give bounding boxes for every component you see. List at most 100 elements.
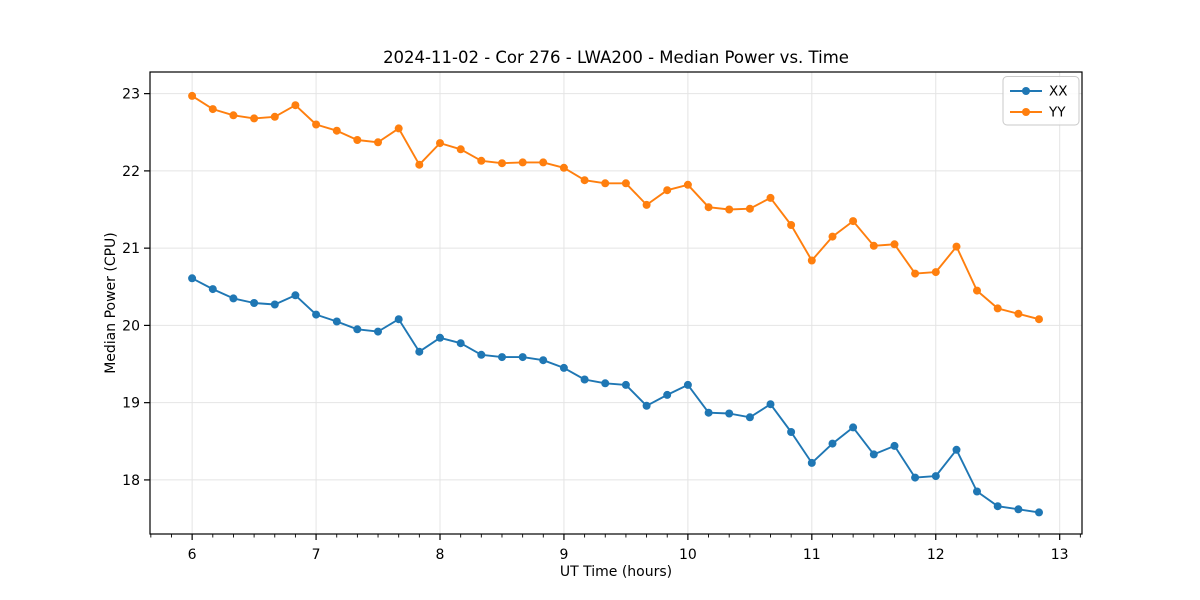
data-point-XX (580, 375, 589, 384)
data-point-YY (849, 217, 858, 226)
legend-label-XX: XX (1049, 84, 1068, 100)
data-point-YY (229, 111, 238, 120)
data-point-XX (725, 409, 734, 418)
data-point-YY (601, 179, 610, 188)
grid (150, 72, 1082, 534)
x-tick-label: 7 (312, 547, 321, 563)
x-axis-label: UT Time (hours) (560, 564, 672, 580)
data-point-XX (828, 439, 837, 448)
data-point-YY (704, 203, 713, 212)
data-point-XX (394, 315, 403, 324)
data-point-YY (518, 158, 527, 167)
data-point-YY (869, 241, 878, 250)
data-point-XX (766, 400, 775, 409)
data-point-YY (456, 145, 465, 154)
data-point-YY (725, 205, 734, 214)
series-layer (188, 91, 1043, 517)
data-point-YY (973, 286, 981, 295)
data-point-YY (436, 139, 444, 148)
data-point-XX (869, 450, 878, 459)
data-point-XX (993, 502, 1002, 511)
data-point-XX (539, 356, 548, 365)
data-point-XX (890, 441, 899, 450)
axes (144, 71, 1083, 540)
data-point-YY (250, 114, 259, 123)
y-tick-label: 22 (122, 164, 140, 180)
plot-border (149, 71, 1083, 535)
data-point-XX (436, 333, 444, 342)
data-point-YY (683, 180, 692, 189)
x-tick-label: 6 (188, 547, 197, 563)
data-point-XX (353, 325, 362, 334)
data-point-YY (559, 163, 568, 172)
data-point-YY (580, 176, 589, 185)
tick-labels: 6 7 8 9 10 11 12 13 18 19 20 21 22 23 (122, 87, 1068, 563)
data-point-XX (642, 401, 651, 410)
y-tick-label: 19 (122, 396, 140, 412)
data-point-YY (993, 304, 1002, 313)
data-point-XX (931, 472, 940, 481)
data-point-XX (229, 294, 238, 303)
x-tick-label: 12 (927, 547, 945, 563)
data-point-YY (415, 160, 424, 169)
x-tick-label: 13 (1051, 547, 1069, 563)
data-point-XX (621, 380, 630, 389)
data-point-YY (539, 158, 548, 167)
data-point-YY (188, 91, 197, 100)
legend-marker-YY (1022, 108, 1030, 116)
data-point-YY (807, 256, 816, 265)
legend: XX YY (1002, 76, 1080, 126)
data-point-XX (208, 285, 217, 294)
data-point-XX (601, 379, 610, 388)
data-point-XX (498, 353, 506, 362)
data-point-XX (291, 291, 300, 300)
data-point-XX (952, 445, 961, 454)
data-point-XX (683, 380, 692, 389)
data-point-YY (890, 240, 899, 249)
data-point-XX (332, 317, 341, 326)
data-point-YY (353, 136, 362, 144)
data-point-YY (745, 204, 754, 213)
data-point-XX (663, 390, 672, 399)
series-XX (188, 274, 1043, 517)
data-point-YY (911, 269, 920, 278)
legend-marker-XX (1022, 87, 1030, 95)
x-tick-label: 8 (436, 547, 445, 563)
data-point-XX (270, 300, 279, 309)
data-point-XX (1035, 508, 1043, 517)
x-tick-label: 10 (679, 547, 697, 563)
data-point-YY (374, 138, 382, 147)
data-point-YY (498, 159, 506, 168)
data-point-YY (394, 124, 403, 133)
data-point-YY (766, 193, 775, 202)
data-point-XX (704, 408, 713, 417)
y-tick-label: 23 (122, 87, 140, 103)
data-point-YY (312, 120, 321, 129)
y-tick-label: 20 (122, 318, 140, 334)
data-point-XX (518, 353, 527, 362)
data-point-XX (807, 458, 816, 467)
data-point-YY (1035, 315, 1043, 324)
data-point-XX (787, 428, 796, 436)
data-point-YY (291, 101, 300, 110)
y-tick-label: 18 (122, 473, 140, 489)
y-axis-label: Median Power (CPU) (103, 232, 119, 374)
data-point-XX (415, 347, 424, 356)
data-point-YY (332, 126, 341, 135)
y-tick-label: 21 (122, 241, 140, 257)
data-point-YY (828, 232, 837, 241)
data-point-YY (952, 242, 961, 251)
data-point-XX (559, 363, 568, 372)
data-point-YY (931, 268, 940, 277)
data-point-YY (477, 156, 486, 165)
data-point-YY (270, 112, 279, 121)
x-tick-label: 11 (803, 547, 821, 563)
data-point-YY (621, 179, 630, 188)
series-YY (188, 91, 1043, 324)
data-point-XX (250, 299, 259, 307)
data-point-YY (208, 105, 217, 114)
data-point-XX (456, 339, 465, 348)
legend-box (1002, 76, 1080, 126)
data-point-XX (973, 487, 981, 496)
